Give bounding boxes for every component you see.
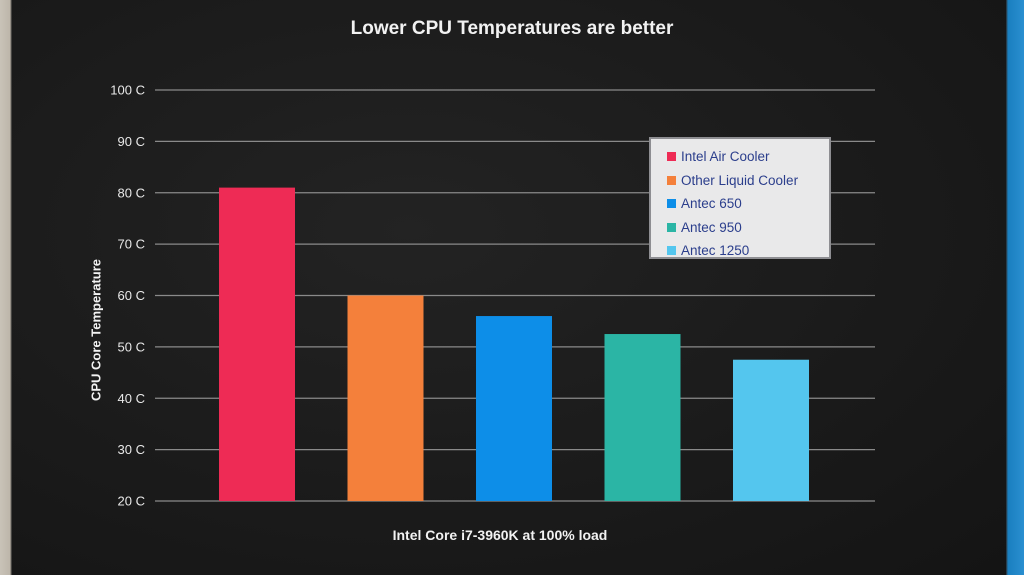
legend-swatch [667,246,676,256]
legend-label: Antec 950 [681,219,742,235]
x-axis-label: Intel Core i7-3960K at 100% load [392,527,608,543]
legend-swatch [667,222,676,232]
legend-label: Antec 1250 [681,243,750,259]
chart-title: Lower CPU Temperatures are better [350,18,674,39]
y-tick-label: 30 C [118,442,145,457]
y-tick-label: 50 C [118,339,145,354]
y-tick-label: 20 C [118,494,145,509]
legend-item: Intel Air Cooler [667,145,829,169]
bar-antec-650 [476,316,552,501]
legend-swatch [667,199,676,209]
legend-item: Antec 650 [667,192,829,216]
legend-label: Other Liquid Cooler [681,172,799,188]
y-tick-label: 100 C [110,83,145,98]
y-tick-label: 80 C [118,185,145,200]
bar-antec-1250 [733,359,809,501]
legend-swatch [667,152,676,162]
y-tick-label: 90 C [118,134,145,149]
y-axis-label: CPU Core Temperature [88,258,104,402]
bar-other-liquid-cooler [347,295,424,501]
y-tick-label: 70 C [118,237,145,252]
y-tick-label: 40 C [118,391,145,406]
legend-item: Antec 950 [667,216,829,240]
legend-label: Antec 650 [681,196,742,212]
legend-item: Antec 1250 [667,239,829,263]
y-tick-label: 60 C [118,288,145,303]
bar-intel-air-cooler [219,187,295,502]
bar-antec-950 [604,334,681,501]
legend-item: Other Liquid Cooler [667,169,829,193]
legend: Intel Air Cooler Other Liquid Cooler Ant… [649,137,831,259]
legend-swatch [667,175,676,185]
legend-label: Intel Air Cooler [681,149,770,165]
